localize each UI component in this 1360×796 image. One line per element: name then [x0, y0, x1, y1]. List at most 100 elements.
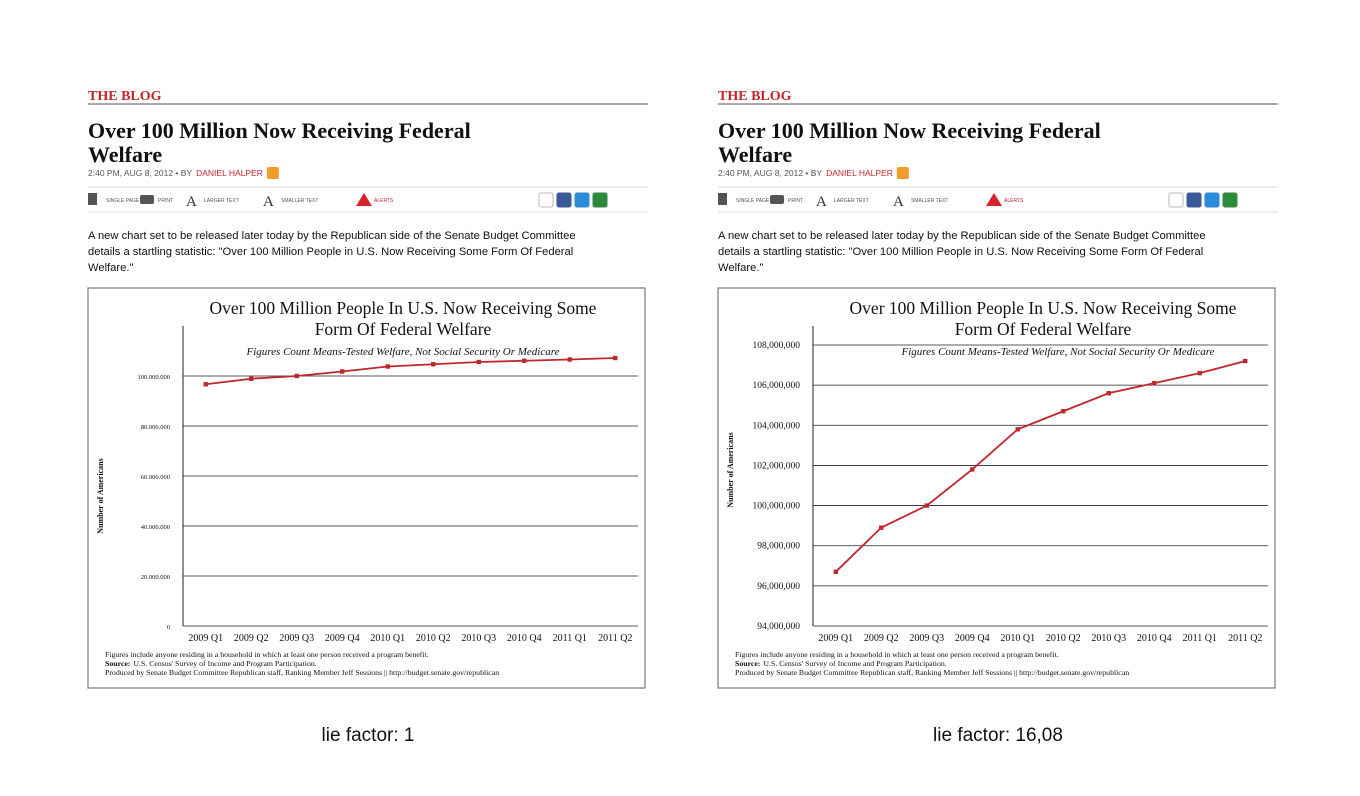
footnote: Figures include anyone residing in a hou…: [105, 650, 429, 659]
tool-label[interactable]: LARGER TEXT: [834, 198, 869, 204]
x-tick-label: 2009 Q3: [909, 633, 944, 644]
share-button[interactable]: [1222, 192, 1238, 208]
headline: Welfare: [718, 142, 792, 167]
y-tick-label: 106,000,000: [753, 381, 801, 391]
author-link[interactable]: DANIEL HALPER: [196, 168, 263, 178]
chart-subtitle: Figures Count Means-Tested Welfare, Not …: [901, 346, 1215, 358]
data-point: [1106, 390, 1111, 396]
data-point: [385, 364, 390, 369]
tool-icon: A: [263, 194, 274, 210]
data-point: [1015, 427, 1020, 432]
data-point: [1243, 358, 1248, 364]
chart-title: Form Of Federal Welfare: [315, 319, 492, 339]
data-point: [1197, 370, 1202, 376]
x-tick-label: 2010 Q1: [1000, 633, 1035, 644]
x-tick-label: 2009 Q2: [234, 633, 269, 644]
y-tick-label: 100,000,000: [753, 502, 801, 512]
x-tick-label: 2010 Q1: [370, 633, 405, 644]
tool-icon: A: [893, 194, 904, 210]
share-button[interactable]: [538, 192, 554, 208]
x-tick-label: 2009 Q3: [279, 633, 314, 644]
data-point: [970, 467, 975, 472]
tool-icon: [356, 193, 372, 206]
y-axis-label: Number of Americans: [726, 432, 735, 507]
caption: lie factor: 16,08: [933, 725, 1063, 746]
data-point: [431, 362, 436, 367]
chart-subtitle: Figures Count Means-Tested Welfare, Not …: [246, 346, 560, 358]
tool-icon: A: [186, 194, 197, 210]
headline: Over 100 Million Now Receiving Federal: [718, 118, 1101, 143]
chart: 0 20.000.000 40.000.000 60.000.000 80.000.00…: [87, 287, 646, 689]
chart-title: Over 100 Million People In U.S. Now Rece…: [210, 298, 597, 318]
footnote: Figures include anyone residing in a hou…: [735, 650, 1059, 659]
x-tick-label: 2009 Q2: [864, 633, 899, 644]
share-button[interactable]: [556, 192, 572, 208]
source-text: U.S. Census' Survey of Income and Progra…: [133, 659, 316, 668]
tool-label[interactable]: PRINT: [788, 198, 803, 204]
y-tick-label: 108,000,000: [753, 341, 801, 351]
tool-icon: A: [816, 194, 827, 210]
data-line: [835, 360, 1246, 573]
tool-label[interactable]: SINGLE PAGE: [736, 198, 770, 204]
body-text: details a startling statistic: "Over 100…: [88, 246, 573, 258]
headline: Over 100 Million Now Receiving Federal: [88, 118, 471, 143]
section-label: THE BLOG: [88, 89, 162, 104]
x-tick-label: 2010 Q3: [1091, 633, 1126, 644]
y-tick-label: 104,000,000: [753, 421, 801, 431]
source-text: U.S. Census' Survey of Income and Progra…: [763, 659, 946, 668]
tool-icon: [986, 193, 1002, 206]
data-point: [203, 382, 208, 387]
y-tick-label: 20.000.000: [141, 574, 170, 581]
body-text: Welfare.": [88, 262, 133, 274]
share-button[interactable]: [574, 192, 590, 208]
chart-frame: [717, 287, 1276, 689]
x-tick-label: 2009 Q4: [325, 633, 360, 644]
x-tick-label: 2009 Q1: [818, 633, 853, 644]
x-tick-label: 2011 Q2: [598, 633, 632, 644]
x-tick-label: 2010 Q2: [1046, 633, 1081, 644]
tool-label[interactable]: LARGER TEXT: [204, 198, 239, 204]
tool-icon: [718, 193, 727, 205]
tool-icon: [770, 195, 784, 204]
x-tick-label: 2009 Q4: [955, 633, 990, 644]
share-button[interactable]: [1168, 192, 1184, 208]
y-tick-label: 0: [167, 624, 170, 631]
data-point: [1152, 380, 1157, 386]
data-point: [476, 359, 481, 365]
tool-label[interactable]: SMALLER TEXT: [911, 198, 948, 204]
chart-title: Over 100 Million People In U.S. Now Rece…: [850, 298, 1237, 318]
tool-label[interactable]: SMALLER TEXT: [281, 198, 318, 204]
tool-label[interactable]: ALERTS: [374, 198, 394, 204]
tool-label[interactable]: ALERTS: [1004, 198, 1024, 204]
x-tick-label: 2011 Q1: [1183, 633, 1217, 644]
author-link[interactable]: DANIEL HALPER: [826, 168, 893, 178]
rss-icon: [266, 167, 279, 179]
source-label: Source:: [105, 659, 130, 668]
y-tick-label: 100.000.000: [138, 374, 171, 381]
share-button[interactable]: [1204, 192, 1220, 208]
footnote: Produced by Senate Budget Committee Repu…: [735, 668, 1129, 677]
byline: 2:40 PM, AUG 8, 2012 • BY: [88, 168, 192, 178]
x-tick-label: 2011 Q2: [1228, 633, 1262, 644]
share-button[interactable]: [1186, 192, 1202, 208]
tool-icon: [88, 193, 97, 205]
blog-panel: THE BLOG Over 100 Million Now Receiving F…: [88, 89, 648, 746]
data-point: [522, 358, 527, 363]
tool-label[interactable]: PRINT: [158, 198, 173, 204]
y-tick-label: 40.000.000: [141, 524, 170, 531]
headline: Welfare: [88, 142, 162, 167]
data-point: [340, 369, 345, 374]
y-axis-label: Number of Americans: [96, 458, 105, 533]
x-tick-label: 2010 Q2: [416, 633, 451, 644]
body-text: A new chart set to be released later tod…: [718, 230, 1206, 242]
y-tick-label: 96,000,000: [757, 582, 800, 592]
x-tick-label: 2009 Q1: [188, 633, 223, 644]
share-button[interactable]: [592, 192, 608, 208]
footnote: Produced by Senate Budget Committee Repu…: [105, 668, 499, 677]
data-point: [879, 525, 884, 530]
body-text: details a startling statistic: "Over 100…: [718, 246, 1203, 258]
data-point: [1061, 409, 1066, 414]
tool-label[interactable]: SINGLE PAGE: [106, 198, 140, 204]
